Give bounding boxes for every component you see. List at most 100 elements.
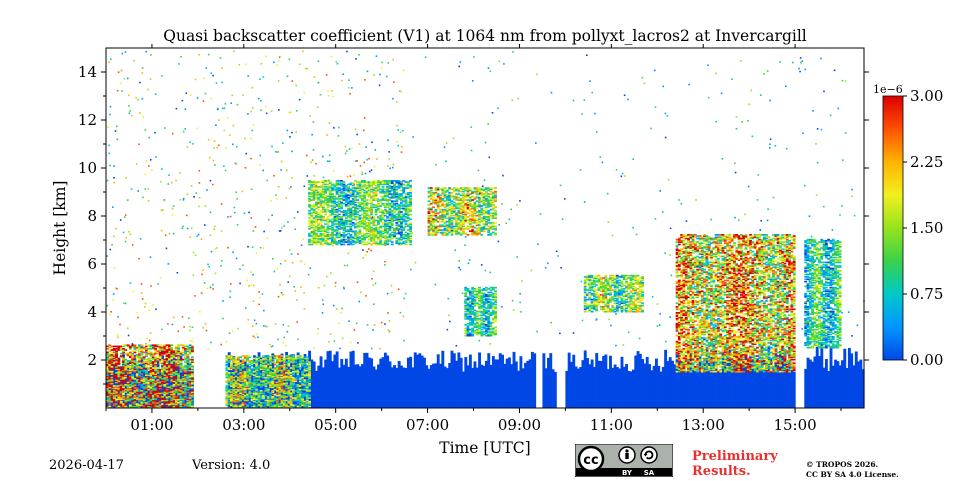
heatmap-cell — [172, 384, 176, 386]
heatmap-cell — [156, 344, 160, 347]
heatmap-cell — [820, 343, 824, 408]
heatmap-cell — [478, 218, 481, 221]
heatmap-cell — [471, 214, 475, 217]
heatmap-cell — [315, 236, 318, 239]
heatmap-cell — [434, 201, 438, 204]
heatmap-cell — [466, 201, 470, 204]
heatmap-cell — [480, 211, 484, 213]
heatmap-cell — [298, 392, 302, 395]
heatmap-cell — [404, 223, 408, 225]
heatmap-cell — [347, 232, 350, 235]
heatmap-cell — [475, 325, 479, 327]
heatmap-cell — [393, 217, 396, 219]
heatmap-cell — [110, 379, 114, 381]
heatmap-cell — [312, 186, 316, 188]
heatmap-cell — [243, 379, 247, 381]
heatmap-cell — [331, 235, 334, 237]
heatmap-cell — [165, 358, 169, 361]
heatmap-cell — [303, 362, 307, 365]
heatmap-cell — [687, 353, 691, 408]
heatmap-cell — [487, 187, 491, 189]
heatmap-cell — [140, 400, 144, 403]
heatmap-cell — [246, 382, 249, 385]
heatmap-cell — [312, 212, 316, 215]
heatmap-cell — [489, 201, 493, 204]
heatmap-cell — [452, 204, 456, 206]
heatmap-cell — [400, 237, 403, 240]
heatmap-cell — [406, 187, 410, 189]
heatmap-cell — [181, 399, 185, 402]
heatmap-cell — [315, 234, 318, 236]
heatmap-cell — [186, 379, 190, 381]
heatmap-cell — [363, 220, 367, 223]
heatmap-cell — [184, 381, 187, 384]
heatmap-cell — [494, 217, 497, 219]
heatmap-cell — [292, 390, 295, 392]
heatmap-cell — [287, 362, 291, 365]
heatmap-cell — [227, 381, 231, 384]
heatmap-cell — [128, 352, 132, 355]
heatmap-cell — [436, 206, 440, 209]
heatmap-cell — [145, 349, 148, 351]
heatmap-cell — [119, 376, 123, 379]
heatmap-cell — [278, 382, 282, 385]
heatmap-cell — [429, 208, 433, 211]
heatmap-cell — [319, 200, 323, 203]
heatmap-cell — [328, 214, 332, 217]
heatmap-cell — [174, 358, 178, 361]
heatmap-cell — [374, 235, 378, 237]
heatmap-cell — [158, 394, 162, 397]
heatmap-cell — [133, 382, 137, 385]
heatmap-cell — [767, 345, 771, 408]
heatmap-cell — [464, 226, 468, 229]
heatmap-cell — [445, 228, 449, 230]
heatmap-cell — [473, 204, 477, 206]
heatmap-cell — [372, 236, 376, 239]
heatmap-cell — [328, 350, 332, 408]
heatmap-cell — [181, 368, 185, 371]
heatmap-cell — [310, 212, 314, 215]
heatmap-cell — [374, 210, 378, 212]
heatmap-cell — [234, 364, 238, 367]
heatmap-cell — [312, 211, 316, 213]
heatmap-cell — [168, 344, 171, 347]
heatmap-cell — [158, 355, 162, 357]
heatmap-cell — [172, 403, 176, 405]
heatmap-cell — [170, 393, 174, 396]
heatmap-cell — [108, 390, 112, 392]
heatmap-cell — [494, 200, 497, 203]
heatmap-cell — [248, 369, 252, 372]
heatmap-cell — [154, 363, 158, 366]
heatmap-cell — [432, 219, 435, 222]
heatmap-cell — [365, 243, 369, 246]
heatmap-cell — [312, 205, 316, 207]
heatmap-cell — [294, 369, 298, 372]
heatmap-cell — [186, 386, 190, 389]
heatmap-cell — [230, 372, 233, 374]
heatmap-cell — [280, 378, 284, 380]
heatmap-cell — [151, 358, 155, 361]
heatmap-cell — [117, 385, 121, 387]
heatmap-cell — [475, 296, 479, 299]
heatmap-cell — [335, 225, 339, 228]
heatmap-cell — [395, 224, 399, 227]
heatmap-cell — [482, 199, 486, 201]
heatmap-cell — [308, 225, 311, 228]
heatmap-cell — [344, 196, 348, 199]
heatmap-cell — [618, 368, 622, 408]
heatmap-cell — [106, 380, 109, 383]
heatmap-cell — [381, 180, 385, 182]
heatmap-cell — [292, 379, 295, 381]
heatmap-cell — [232, 381, 236, 384]
heatmap-cell — [273, 355, 277, 357]
heatmap-cell — [365, 192, 369, 194]
heatmap-cell — [464, 194, 468, 197]
heatmap-cell — [356, 205, 360, 207]
heatmap-cell — [487, 230, 491, 233]
heatmap-cell — [409, 184, 412, 187]
heatmap-cell — [342, 234, 346, 236]
heatmap-cell — [473, 325, 477, 327]
heatmap-cell — [115, 379, 118, 381]
heatmap-cell — [257, 379, 261, 381]
heatmap-cell — [402, 237, 406, 240]
